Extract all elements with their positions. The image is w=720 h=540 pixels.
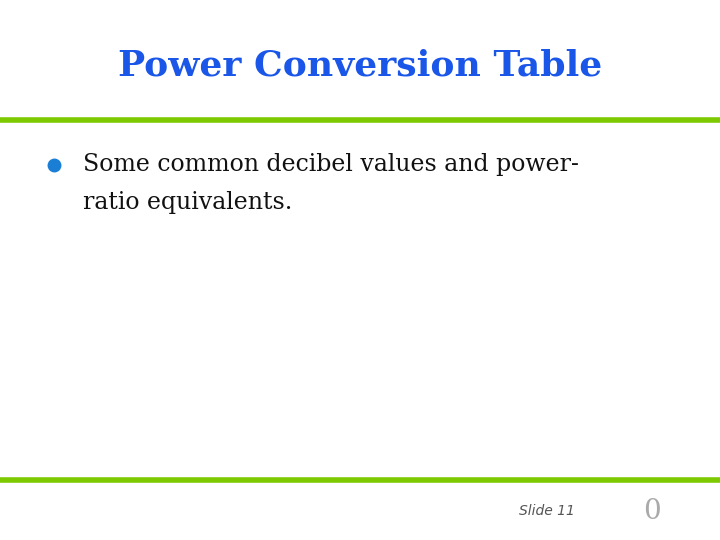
- Text: Slide 11: Slide 11: [519, 504, 575, 518]
- Text: 0: 0: [643, 498, 660, 525]
- Text: Some common decibel values and power-: Some common decibel values and power-: [83, 153, 579, 176]
- Text: ratio equivalents.: ratio equivalents.: [83, 191, 292, 214]
- Text: Power Conversion Table: Power Conversion Table: [118, 49, 602, 83]
